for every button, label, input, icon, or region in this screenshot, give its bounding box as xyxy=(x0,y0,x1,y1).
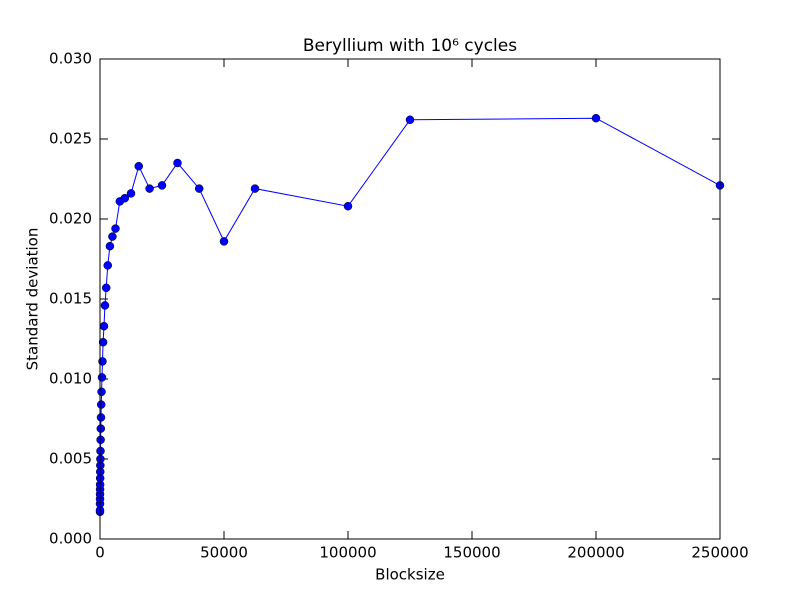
data-point xyxy=(173,158,182,168)
data-point xyxy=(96,413,106,422)
data-point xyxy=(97,387,106,397)
data-point xyxy=(120,193,130,203)
data-point xyxy=(343,201,353,211)
data-point xyxy=(108,232,117,241)
x-tick-label: 150000 xyxy=(443,544,500,562)
y-tick-label: 0.015 xyxy=(49,290,92,308)
x-tick-label: 200000 xyxy=(567,544,624,562)
x-tick-label: 250000 xyxy=(691,544,748,562)
data-point xyxy=(591,113,601,123)
data-point xyxy=(157,181,167,190)
data-point xyxy=(105,241,115,251)
plot-frame xyxy=(99,58,721,540)
x-tick-label: 50000 xyxy=(200,544,248,562)
data-point xyxy=(134,161,143,171)
data-point xyxy=(97,373,107,382)
data-point xyxy=(103,261,112,270)
x-tick-label: 0 xyxy=(95,544,105,562)
y-tick-label: 0.025 xyxy=(49,130,92,148)
x-axis-label: Blocksize xyxy=(375,566,445,584)
data-point xyxy=(98,337,108,347)
data-point xyxy=(100,301,110,310)
data-point xyxy=(145,184,154,193)
data-point xyxy=(126,189,136,198)
data-point xyxy=(219,237,229,246)
y-tick-label: 0.020 xyxy=(49,210,92,228)
data-point xyxy=(111,224,120,233)
y-tick-label: 0.000 xyxy=(49,530,92,548)
y-axis-label: Standard deviation xyxy=(24,228,42,371)
data-point xyxy=(405,115,415,125)
chart-title: Beryllium with 10⁶ cycles xyxy=(303,36,517,56)
data-point xyxy=(96,435,105,445)
data-point xyxy=(194,184,204,193)
data-point xyxy=(96,424,106,433)
data-point xyxy=(250,184,260,193)
y-tick-label: 0.005 xyxy=(49,450,92,468)
data-point xyxy=(101,283,111,293)
y-tick-label: 0.030 xyxy=(49,50,92,68)
y-tick-label: 0.010 xyxy=(49,370,92,388)
data-point xyxy=(99,321,109,331)
x-tick-label: 100000 xyxy=(319,544,376,562)
data-point xyxy=(96,400,106,409)
